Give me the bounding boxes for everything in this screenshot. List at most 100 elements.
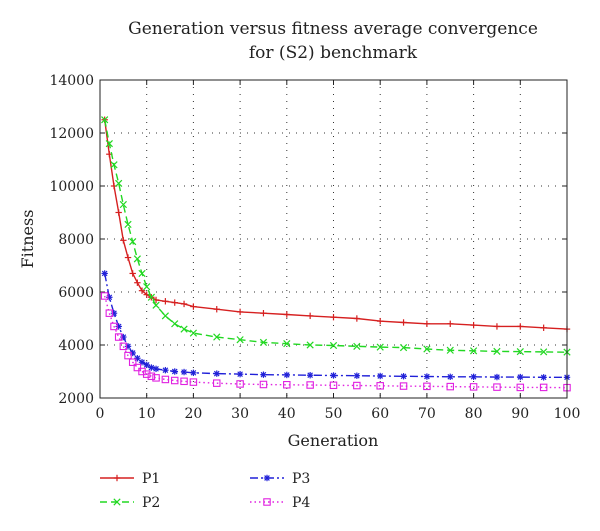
x-tick-label: 0 (96, 406, 105, 422)
data-point-p3 (124, 343, 132, 350)
y-tick-label: 8000 (58, 232, 94, 248)
x-tick-label: 70 (418, 406, 436, 422)
y-tick-label: 4000 (58, 338, 94, 354)
data-point-p2 (171, 320, 179, 328)
data-point-p3 (423, 373, 431, 380)
plot-series (100, 116, 571, 392)
legend-label: P1 (142, 471, 160, 487)
data-point-p1 (190, 303, 197, 310)
data-point-p2 (105, 139, 113, 148)
data-point-p3 (110, 310, 118, 317)
data-point-p2 (213, 333, 221, 341)
data-point-p3 (120, 333, 127, 341)
data-point-p3 (377, 372, 384, 380)
data-point-p3 (260, 371, 267, 378)
data-point-p2 (189, 329, 198, 337)
x-tick-label: 100 (554, 406, 581, 422)
x-axis-label: Generation (288, 431, 379, 450)
series-line-p3 (104, 273, 567, 378)
x-tick-label: 20 (184, 406, 202, 422)
data-point-p3 (447, 373, 454, 380)
x-tick-label: 60 (371, 406, 389, 422)
data-point-p2 (329, 341, 338, 350)
data-point-p4 (133, 363, 142, 372)
data-point-p3 (283, 371, 290, 379)
data-point-p4 (114, 333, 123, 341)
data-point-p1 (120, 237, 127, 244)
data-point-p2 (147, 293, 155, 301)
legend-label: P4 (292, 495, 310, 511)
data-point-p2 (446, 346, 454, 354)
data-point-p4 (170, 376, 179, 385)
data-point-p1 (470, 321, 477, 329)
data-point-p4 (110, 322, 118, 331)
data-point-p2 (110, 161, 118, 169)
axis-ticks: 0 10 20 30 40 50 60 70 80 90 100 2000 4000 6000 8000 10… (49, 73, 580, 422)
data-point-p3 (493, 373, 501, 381)
data-point-p2 (101, 116, 109, 124)
y-tick-label: 6000 (58, 285, 94, 301)
data-point-p4 (236, 380, 244, 388)
legend-swatch-marker (263, 498, 271, 506)
data-point-p2 (493, 347, 501, 355)
legend-entry-p3: P3 (250, 471, 310, 487)
data-point-p4 (446, 382, 454, 391)
grid-lines (100, 80, 567, 398)
legend-swatch-marker (113, 498, 121, 506)
data-point-p3 (101, 270, 108, 277)
data-point-p3 (148, 364, 155, 371)
data-point-p3 (171, 368, 178, 375)
data-point-p1 (306, 312, 314, 320)
data-point-p2 (119, 200, 127, 209)
data-point-p4 (306, 381, 314, 389)
data-point-p4 (189, 378, 198, 386)
y-tick-label: 14000 (49, 73, 94, 89)
legend-entry-p2: P2 (100, 495, 160, 511)
data-point-p3 (143, 361, 150, 369)
legend-entry-p1: P1 (100, 471, 160, 487)
y-tick-label: 2000 (58, 391, 94, 407)
x-tick-label: 80 (465, 406, 483, 422)
data-point-p3 (236, 370, 244, 378)
data-point-p2 (138, 269, 146, 278)
data-point-p4 (161, 375, 170, 384)
data-point-p4 (152, 374, 160, 382)
data-point-p2 (516, 348, 524, 356)
data-point-p3 (152, 365, 160, 373)
data-point-p2 (353, 342, 361, 350)
data-point-p4 (128, 358, 137, 366)
data-point-p1 (134, 279, 141, 286)
data-point-p2 (115, 179, 123, 187)
data-point-p1 (138, 287, 146, 294)
x-tick-label: 40 (278, 406, 296, 422)
data-point-p4 (124, 351, 132, 360)
data-point-p4 (539, 383, 548, 392)
data-point-p1 (180, 300, 188, 308)
chart-title-line-1: Generation versus fitness average conver… (128, 19, 538, 39)
data-point-p1 (171, 299, 178, 306)
y-tick-label: 12000 (49, 126, 94, 142)
data-point-p4 (423, 382, 431, 391)
data-point-p1 (236, 308, 244, 316)
data-point-p4 (399, 382, 408, 390)
data-point-p2 (161, 312, 170, 320)
data-point-p2 (469, 347, 478, 355)
series-line-p2 (104, 119, 568, 353)
data-point-p2 (124, 220, 132, 229)
data-point-p3 (190, 369, 197, 377)
plot-frame (99, 79, 568, 399)
data-point-p2 (283, 340, 291, 348)
legend: P1 P2 P3 P4 (100, 471, 310, 511)
data-point-p1 (260, 310, 267, 317)
legend-label: P3 (292, 471, 310, 487)
data-point-p4 (142, 370, 151, 378)
data-point-p1 (517, 323, 524, 330)
data-point-p4 (516, 383, 525, 392)
data-point-p4 (469, 383, 478, 391)
data-point-p3 (162, 366, 169, 374)
data-point-p4 (353, 381, 361, 390)
data-point-p3 (470, 373, 477, 380)
data-point-p2 (423, 345, 431, 353)
data-point-p1 (283, 311, 290, 318)
